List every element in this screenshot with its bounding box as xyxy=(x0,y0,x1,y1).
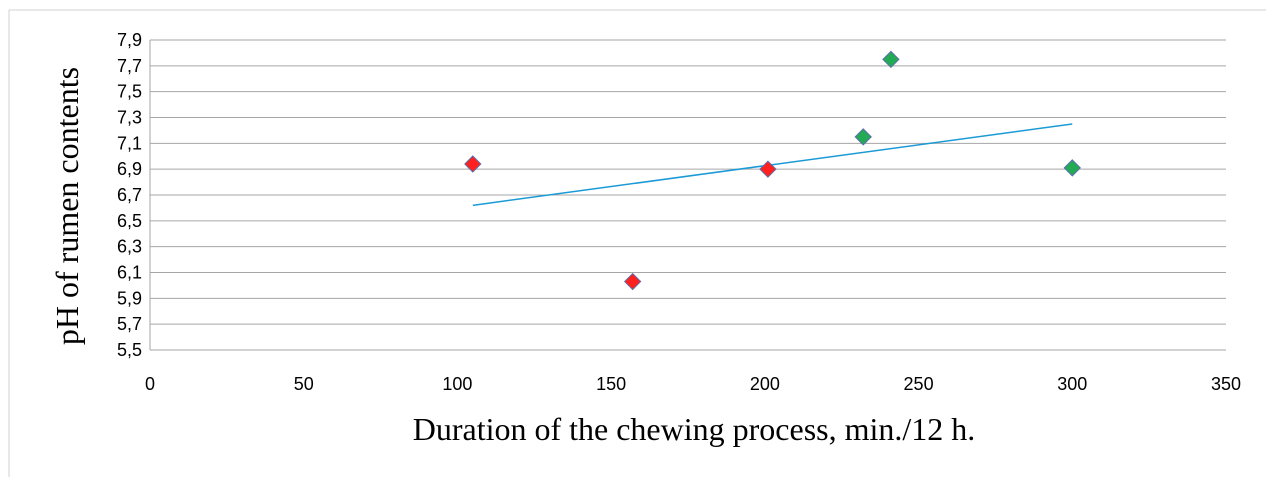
data-point-diamond xyxy=(464,155,482,173)
x-tick-label: 0 xyxy=(145,374,155,394)
y-tick-label: 5,7 xyxy=(117,314,142,334)
y-axis-title: pH of rumen contents xyxy=(49,67,85,345)
trendline xyxy=(472,123,1073,207)
y-tick-label: 7,3 xyxy=(117,108,142,128)
trendline-group xyxy=(472,123,1073,207)
gridlines xyxy=(150,39,1226,325)
data-point-diamond xyxy=(623,272,642,291)
y-tick-label: 6,7 xyxy=(117,185,142,205)
x-tick-label: 150 xyxy=(596,374,626,394)
y-tick-label: 7,1 xyxy=(117,133,142,153)
x-tick-label: 250 xyxy=(904,374,934,394)
data-point-diamond xyxy=(1063,159,1081,177)
x-axis-title: Duration of the chewing process, min./12… xyxy=(413,411,976,447)
y-tick-label: 6,9 xyxy=(117,159,142,179)
y-tick-label: 6,3 xyxy=(117,237,142,257)
y-tick-label: 6,5 xyxy=(117,211,142,231)
data-point-diamond xyxy=(854,128,872,146)
axes xyxy=(149,40,1226,351)
y-tick-label: 7,9 xyxy=(117,30,142,50)
x-tick-label: 300 xyxy=(1057,374,1087,394)
x-tick-label: 100 xyxy=(442,374,472,394)
x-tick-label: 50 xyxy=(294,374,314,394)
x-tick-label: 350 xyxy=(1211,374,1241,394)
y-tick-label: 7,5 xyxy=(117,82,142,102)
x-tick-labels: 0 50 100 150 200 250 300 350 xyxy=(145,374,1241,394)
data-point-diamond xyxy=(759,160,777,178)
data-point-diamond xyxy=(882,50,900,69)
y-tick-label: 6,1 xyxy=(117,263,142,283)
data-points xyxy=(464,50,1081,291)
y-tick-labels: 5,5 5,7 5,9 6,1 6,3 6,5 6,7 6,9 7,1 7,3 7,5 7,7 7,9 xyxy=(117,30,142,360)
y-tick-label: 5,5 xyxy=(117,340,142,360)
y-tick-label: 7,7 xyxy=(117,56,142,76)
x-tick-label: 200 xyxy=(750,374,780,394)
y-tick-label: 5,9 xyxy=(117,288,142,308)
